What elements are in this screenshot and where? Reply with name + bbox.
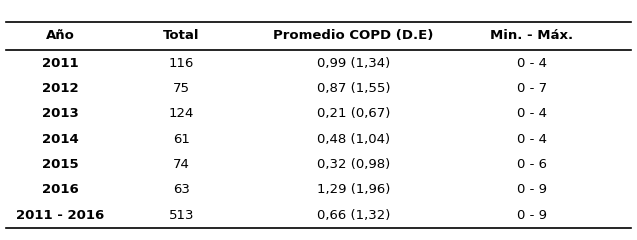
Text: Año: Año [46,30,75,42]
Text: 2013: 2013 [42,107,79,120]
Text: 0 - 4: 0 - 4 [517,107,547,120]
Text: 0 - 4: 0 - 4 [517,133,547,146]
Text: 2012: 2012 [42,82,79,95]
Text: 61: 61 [173,133,190,146]
Text: 2011: 2011 [42,57,79,70]
Text: 75: 75 [173,82,190,95]
Text: 0 - 9: 0 - 9 [517,183,547,197]
Text: 74: 74 [173,158,190,171]
Text: 0 - 6: 0 - 6 [517,158,547,171]
Text: 513: 513 [169,209,194,222]
Text: 0 - 7: 0 - 7 [517,82,547,95]
Text: 2011 - 2016: 2011 - 2016 [17,209,104,222]
Text: 0,48 (1,04): 0,48 (1,04) [317,133,390,146]
Text: 124: 124 [169,107,194,120]
Text: 0,32 (0,98): 0,32 (0,98) [317,158,390,171]
Text: 0,99 (1,34): 0,99 (1,34) [317,57,390,70]
Text: Promedio COPD (D.E): Promedio COPD (D.E) [273,30,434,42]
Text: Min. - Máx.: Min. - Máx. [490,30,573,42]
Text: 2014: 2014 [42,133,79,146]
Text: Total: Total [163,30,200,42]
Text: 116: 116 [169,57,194,70]
Text: 1,29 (1,96): 1,29 (1,96) [317,183,390,197]
Text: 0 - 9: 0 - 9 [517,209,547,222]
Text: 2016: 2016 [42,183,79,197]
Text: 0 - 4: 0 - 4 [517,57,547,70]
Text: 0,21 (0,67): 0,21 (0,67) [317,107,390,120]
Text: 0,66 (1,32): 0,66 (1,32) [317,209,390,222]
Text: 0,87 (1,55): 0,87 (1,55) [317,82,390,95]
Text: 63: 63 [173,183,190,197]
Text: 2015: 2015 [42,158,79,171]
